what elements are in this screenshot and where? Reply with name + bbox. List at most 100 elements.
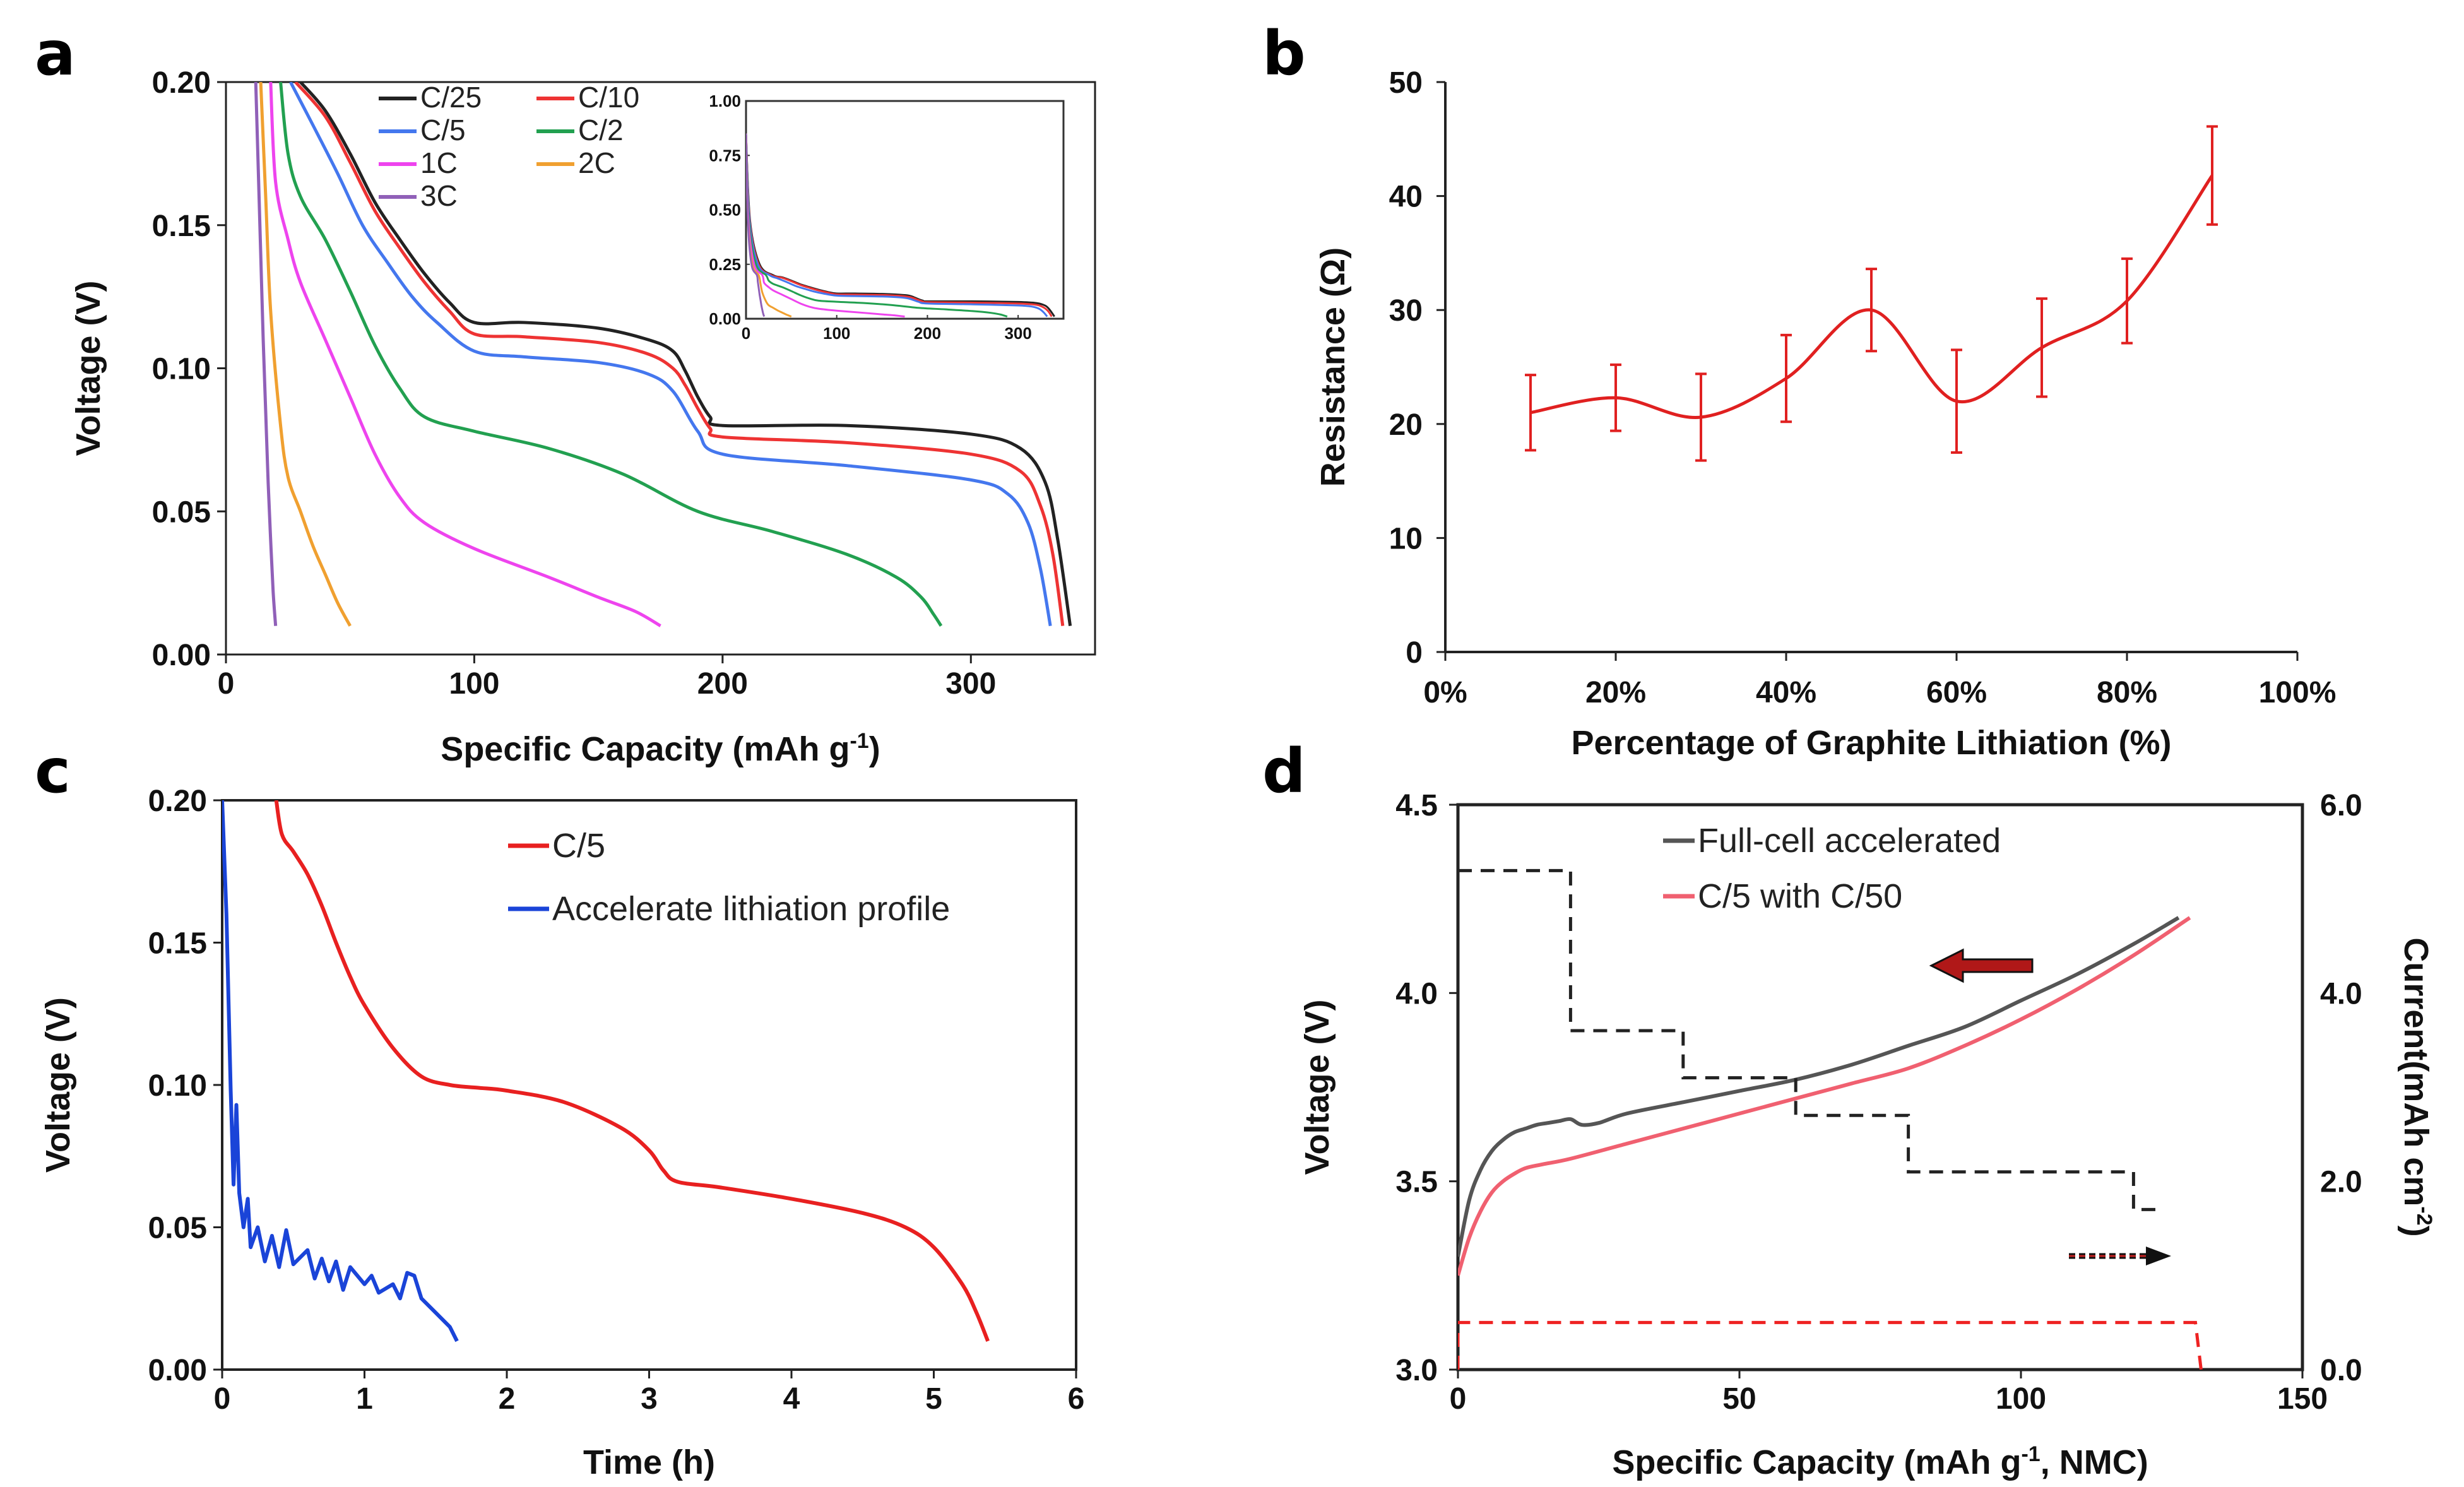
x-tick-label: 100	[1996, 1382, 2046, 1416]
x-tick-label: 1	[356, 1382, 373, 1416]
legend-label: C/5	[420, 114, 466, 146]
y-tick-label: 0.20	[152, 66, 211, 100]
y2-tick-label: 4.0	[2320, 977, 2362, 1010]
legend-label: C/2	[578, 114, 624, 146]
y-tick-label: 0.15	[152, 210, 211, 243]
legend-label: Accelerate lithiation profile	[552, 890, 950, 928]
y-tick-label: 4.5	[1395, 789, 1438, 822]
series-line-C-5	[289, 82, 1052, 627]
y-tick-label: 50	[1389, 66, 1423, 100]
x-tick-label: 300	[945, 667, 996, 701]
y2-tick-label: 6.0	[2320, 789, 2362, 822]
y-tick-label: 3.5	[1395, 1166, 1438, 1199]
x-tick-label: 200	[697, 667, 748, 701]
y-axis-label: Voltage (V)	[69, 280, 107, 456]
x-tick-label: 100	[449, 667, 499, 701]
inset-y-tick-label: 0.25	[709, 255, 741, 274]
plot-frame	[1456, 803, 2304, 1371]
x-axis-label-sup: -1	[2021, 1442, 2040, 1466]
x-axis-label-text: Specific Capacity (mAh g	[1612, 1443, 2021, 1481]
x-axis-label: Time (h)	[583, 1443, 715, 1481]
x-tick-label: 6	[1068, 1382, 1085, 1416]
inset-y-tick-label: 0.75	[709, 146, 741, 165]
x-tick-label: 4	[783, 1382, 800, 1416]
voltage-curve	[1458, 916, 2180, 1257]
inset-y-tick-label: 0.50	[709, 201, 741, 220]
x-tick-label: 0	[218, 667, 235, 701]
inset-x-tick-label: 300	[1004, 324, 1031, 343]
y-axis-label: Voltage (V)	[39, 997, 77, 1173]
inset-series-line	[746, 133, 766, 317]
y-tick-label: 3.0	[1395, 1354, 1438, 1387]
x-tick-label: 20%	[1585, 676, 1646, 709]
voltage-curve	[1458, 916, 2191, 1276]
accelerated-curve	[222, 800, 459, 1342]
legend-label: Full-cell accelerated	[1698, 822, 2001, 860]
x-tick-label: 0	[214, 1382, 231, 1416]
y-tick-label: 4.0	[1395, 977, 1438, 1010]
y-tick-label: 0.00	[152, 639, 211, 672]
legend-label: 3C	[420, 179, 458, 212]
legend-label: C/25	[420, 81, 482, 114]
series-line-1C	[269, 82, 661, 627]
series-line-3C	[254, 82, 278, 626]
x-axis-label: Specific Capacity (mAh g-1, NMC)	[1612, 1442, 2148, 1481]
series-line-C-2	[279, 82, 943, 627]
y-tick-label: 10	[1389, 522, 1423, 555]
inset-series-line	[746, 133, 905, 318]
x-axis-label: Specific Capacity (mAh g-1)	[441, 729, 880, 768]
inset-y-tick-label: 0.00	[709, 309, 741, 328]
y-axis-label: Voltage (V)	[1298, 999, 1336, 1175]
x-tick-label: 150	[2277, 1382, 2328, 1416]
x-tick-label: 0	[1450, 1382, 1467, 1416]
y-tick-label: 40	[1389, 181, 1423, 214]
panel-letter-a: a	[35, 18, 76, 89]
panel-letter-b: b	[1262, 18, 1306, 89]
chart-panel-b: 0% 20% 40% 60% 80% 100% 0 10 20 30 40 50 Percentage …	[1314, 66, 2336, 762]
x-tick-label: 100%	[2259, 676, 2337, 709]
inset-series-line	[746, 133, 1053, 317]
y2-tick-label: 0.0	[2320, 1354, 2362, 1387]
y-tick-label: 20	[1389, 408, 1423, 442]
panel-letter-d: d	[1262, 736, 1306, 807]
legend-label: C/5 with C/50	[1698, 877, 1902, 915]
x-axis-label-sup: -1	[850, 729, 868, 753]
x-axis-label-close: )	[869, 730, 880, 768]
x-tick-label: 50	[1722, 1382, 1756, 1416]
right-arrow-head	[2146, 1247, 2171, 1265]
current-step-line	[1458, 1320, 2203, 1370]
x-axis-label: Percentage of Graphite Lithiation (%)	[1571, 724, 2171, 762]
legend-label: 1C	[420, 146, 458, 179]
c5-curve	[274, 800, 990, 1342]
legend-label: C/10	[578, 81, 639, 114]
y-axis-label: Resistance (Ω)	[1314, 247, 1352, 487]
panel-letter-c: c	[35, 736, 71, 807]
chart-panel-c: 0 1 2 3 4 5 6 0.00 0.05 0.10 0.15 0.20 Time (h) Volta…	[39, 785, 1084, 1481]
plot-frame	[221, 799, 1077, 1371]
inset-x-tick-label: 0	[742, 324, 750, 343]
legend-label: 2C	[578, 146, 615, 179]
x-tick-label: 2	[499, 1382, 516, 1416]
series-line-C-10	[294, 82, 1065, 626]
y-tick-label: 0.20	[148, 785, 207, 818]
inset-y-tick-label: 1.00	[709, 92, 741, 110]
y2-axis-label-close: )	[2397, 1226, 2435, 1237]
y-tick-label: 0.05	[148, 1212, 207, 1245]
y-tick-label: 0.10	[152, 353, 211, 386]
series-line-2C	[259, 82, 352, 627]
chart-panel-d: 0 50 100 150 3.0 3.5 4.0 4.5 0.0 2.0 4.0 6.0 Specifi…	[1298, 789, 2436, 1481]
inset-series-line	[746, 133, 1008, 317]
current-step-line	[1458, 868, 2162, 1211]
inset-x-tick-label: 200	[914, 324, 941, 343]
left-arrow-icon	[1929, 948, 2034, 983]
x-tick-label: 80%	[2097, 676, 2157, 709]
y-tick-label: 0.05	[152, 495, 211, 529]
x-tick-label: 40%	[1756, 676, 1816, 709]
x-axis-label-close: , NMC)	[2040, 1443, 2148, 1481]
legend-label: C/5	[552, 827, 605, 865]
chart-panel-a: 0 100 200 300 0.00 0.05 0.10 0.15 0.20 Specific C…	[69, 66, 1096, 768]
y2-axis-label-text: Current(mAh cm	[2397, 937, 2435, 1206]
series-line-C-25	[299, 82, 1072, 627]
x-tick-label: 60%	[1926, 676, 1987, 709]
